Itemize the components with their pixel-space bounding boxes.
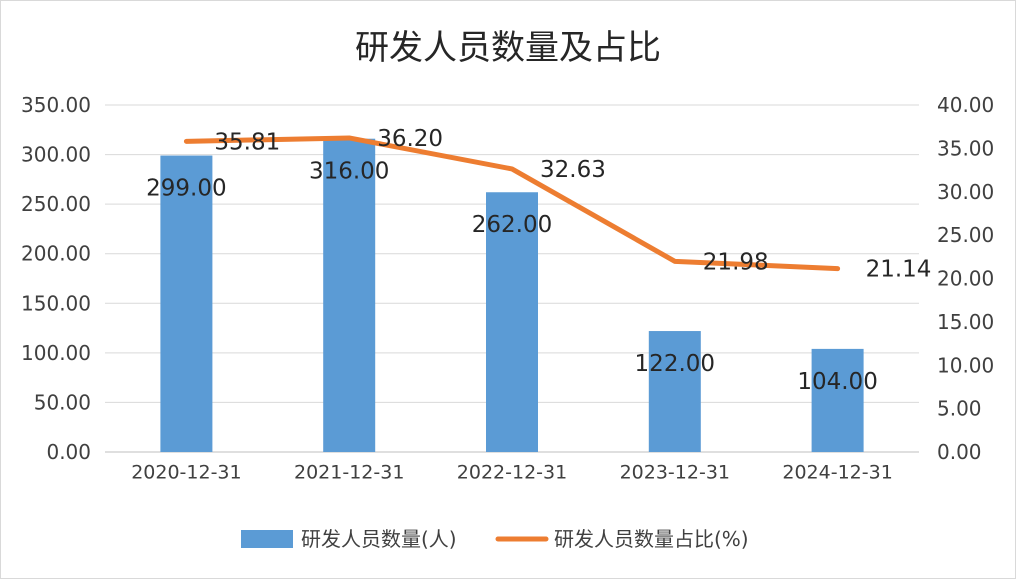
legend-label-line: 研发人员数量占比(%) [554,527,749,551]
y-right-tick-label: 10.00 [937,353,994,377]
bar-data-label: 104.00 [797,369,877,395]
bar-data-label: 262.00 [472,212,552,238]
y-left-tick-label: 100.00 [21,341,91,365]
y-right-tick-label: 40.00 [937,93,994,117]
chart-title: 研发人员数量及占比 [355,28,661,68]
bar-data-label: 122.00 [635,351,715,377]
bar-data-label: 316.00 [309,159,389,185]
y-right-tick-label: 25.00 [937,223,994,247]
y-left-tick-label: 150.00 [21,291,91,315]
y-right-tick-label: 20.00 [937,267,994,291]
x-tick-label: 2023-12-31 [620,462,730,484]
y-left-tick-label: 50.00 [34,390,91,414]
y-left-tick-label: 0.00 [46,440,91,464]
x-tick-label: 2020-12-31 [131,462,241,484]
line-data-label: 35.81 [214,129,280,155]
y-right-tick-label: 15.00 [937,310,994,334]
line-data-label: 21.14 [866,257,932,283]
line-data-label: 21.98 [703,249,769,275]
legend-label-bar: 研发人员数量(人) [301,527,457,551]
y-right-tick-label: 5.00 [937,397,982,421]
y-left-tick-label: 200.00 [21,242,91,266]
bar-data-label: 299.00 [146,176,226,202]
y-left-tick-label: 300.00 [21,143,91,167]
x-tick-label: 2024-12-31 [782,462,892,484]
legend-swatch-bar [241,530,293,548]
line-data-label: 36.20 [377,126,443,152]
y-left-tick-label: 350.00 [21,93,91,117]
y-right-tick-label: 0.00 [937,440,982,464]
x-tick-label: 2021-12-31 [294,462,404,484]
x-tick-label: 2022-12-31 [457,462,567,484]
bar [160,155,213,452]
y-right-tick-label: 30.00 [937,180,994,204]
y-left-tick-label: 250.00 [21,192,91,216]
bar [323,138,376,453]
bar [648,331,701,452]
y-right-tick-label: 35.00 [937,136,994,160]
line-data-label: 32.63 [540,157,606,183]
bar [486,192,538,452]
bar [811,348,864,452]
